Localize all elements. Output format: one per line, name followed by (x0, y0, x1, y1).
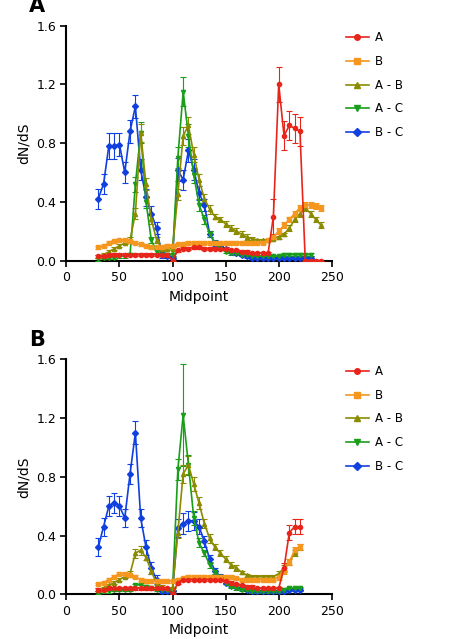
Text: B: B (29, 330, 45, 350)
Text: A: A (29, 0, 46, 16)
Legend: A, B, A - B, A - C, B - C: A, B, A - B, A - C, B - C (346, 365, 403, 473)
Legend: A, B, A - B, A - C, B - C: A, B, A - B, A - C, B - C (346, 31, 403, 139)
Y-axis label: dN/dS: dN/dS (17, 122, 30, 164)
X-axis label: Midpoint: Midpoint (169, 623, 229, 637)
Y-axis label: dN/dS: dN/dS (17, 456, 30, 498)
X-axis label: Midpoint: Midpoint (169, 289, 229, 304)
